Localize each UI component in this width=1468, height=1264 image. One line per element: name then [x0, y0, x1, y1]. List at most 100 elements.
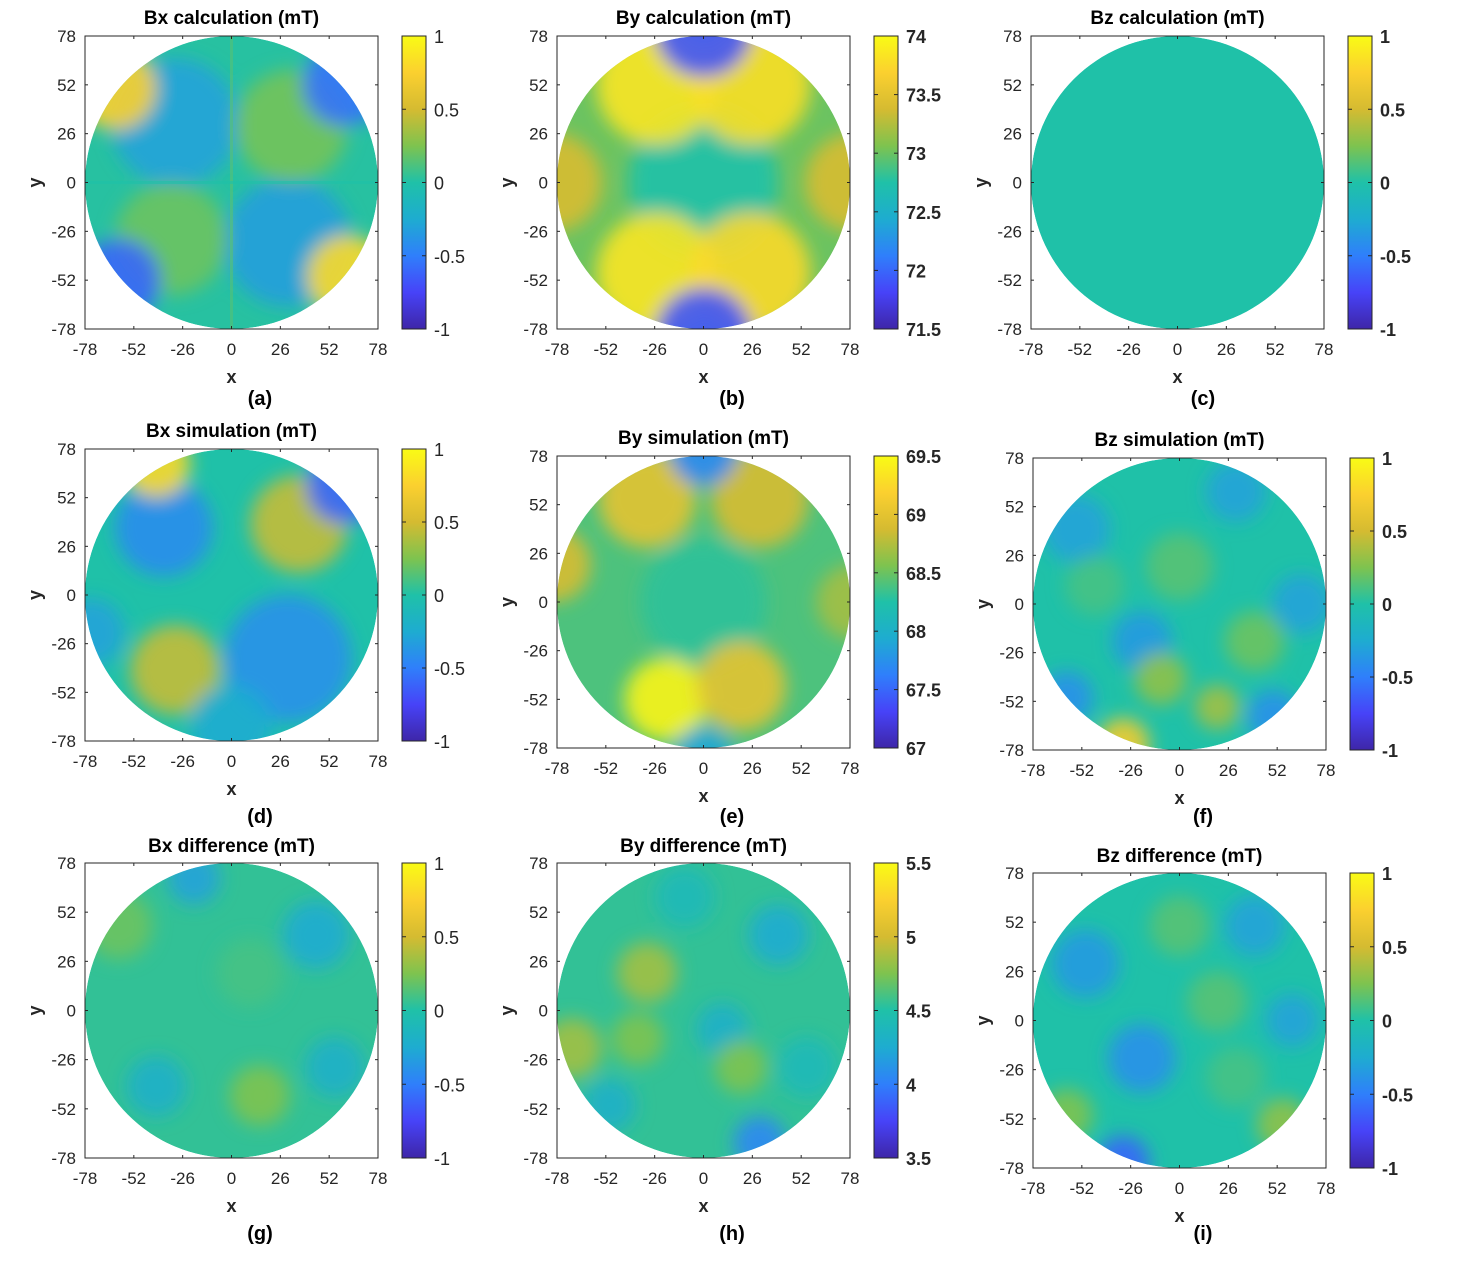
y-axis-label: y: [497, 177, 517, 187]
y-tick-label: 78: [529, 27, 548, 46]
x-tick-label: -52: [1068, 340, 1093, 359]
x-tick-label: -26: [1118, 1179, 1143, 1198]
heatmap-blobs-i: [1040, 895, 1319, 1168]
y-tick-label: 0: [67, 1002, 76, 1021]
y-tick-label: 52: [529, 496, 548, 515]
y-axis-label: y: [973, 599, 993, 609]
x-tick-label: 26: [1219, 761, 1238, 780]
panel-label: (i): [1194, 1223, 1213, 1245]
heatmap-blob: [115, 478, 213, 577]
y-tick-label: -26: [51, 1051, 76, 1070]
chart-title: By calculation (mT): [616, 8, 791, 29]
panel-f: -78 -52 -26 0 26 52 78 78 52 26 0 -26 -52 -78 x y Bz sim…: [973, 430, 1413, 828]
colorbar-e: 69.5 69 68.5 68 67.5 67: [873, 447, 941, 759]
chart-title: By simulation (mT): [618, 428, 789, 449]
heatmap-blob: [557, 1018, 603, 1079]
x-axis-label: x: [226, 779, 236, 799]
colorbar-tick-label: 0.5: [434, 928, 459, 948]
x-tick-label: 26: [743, 1169, 762, 1188]
y-tick-label: 52: [1005, 913, 1024, 932]
panel-g: -78 -52 -26 0 26 52 78 78 52 26 0 -26 -52 -78 x y Bx dif…: [25, 836, 465, 1245]
chart-title: Bx difference (mT): [148, 836, 315, 857]
heatmap-c: [1031, 36, 1324, 329]
colorbar-tick-label: -0.5: [1380, 247, 1411, 267]
y-tick-label: 52: [57, 76, 76, 95]
heatmap-blob: [1224, 611, 1285, 672]
y-axis-label: y: [25, 590, 45, 600]
panel-c: -78 -52 -26 0 26 52 78 78 52 26 0 -26 -52 -78 x y Bz cal…: [971, 8, 1411, 410]
x-axis-label: x: [698, 1196, 708, 1216]
x-tick-label: 0: [699, 1169, 708, 1188]
heatmap-blob: [611, 1012, 665, 1066]
colorbar-g: 1 0.5 0 -0.5 -1: [401, 854, 465, 1169]
x-tick-label: 78: [1317, 1179, 1336, 1198]
x-tick-label: 78: [841, 1169, 860, 1188]
heatmap-g: [85, 863, 378, 1158]
x-tick-label: -78: [545, 759, 570, 778]
y-axis-label: y: [973, 1015, 993, 1025]
x-tick-label: 0: [699, 759, 708, 778]
x-tick-label: 26: [743, 340, 762, 359]
colorbar-tick-label: 71.5: [906, 320, 941, 340]
colorbar-tick-label: 1: [1382, 864, 1392, 884]
colorbar-tick-label: 73: [906, 144, 926, 164]
heatmap-blob: [167, 863, 221, 905]
x-tick-label: -78: [545, 1169, 570, 1188]
y-tick-label: 78: [57, 27, 76, 46]
x-tick-label: 78: [841, 340, 860, 359]
heatmap-blob: [1064, 555, 1126, 616]
heatmap-blob: [223, 595, 352, 723]
heatmap-blob: [1145, 532, 1214, 601]
y-tick-label: -78: [523, 1149, 548, 1168]
x-tick-label: 26: [1217, 340, 1236, 359]
heatmap-blob: [1265, 994, 1319, 1047]
colorbar-tick-label: 1: [1380, 27, 1390, 47]
colorbar-tick-label: 67.5: [906, 681, 941, 701]
x-tick-label: -78: [73, 752, 98, 771]
colorbar-tick-label: 0.5: [1382, 522, 1407, 542]
y-tick-label: 0: [539, 174, 548, 193]
heatmap-blob: [1108, 1024, 1176, 1093]
panel-h: -78 -52 -26 0 26 52 78 78 52 26 0 -26 -52 -78 x y By dif…: [497, 836, 931, 1245]
x-tick-label: 52: [320, 340, 339, 359]
colorbar-tick-label: 1: [434, 440, 444, 460]
y-tick-label: -78: [51, 1149, 76, 1168]
y-tick-label: 52: [529, 903, 548, 922]
x-tick-label: 0: [1173, 340, 1182, 359]
x-tick-label: -52: [594, 1169, 619, 1188]
y-tick-label: 26: [57, 537, 76, 556]
heatmap-blob: [1149, 895, 1210, 957]
x-tick-label: 26: [743, 759, 762, 778]
panel-i: -78 -52 -26 0 26 52 78 78 52 26 0 -26 -52 -78 x y Bz dif…: [973, 846, 1413, 1245]
x-tick-label: 52: [792, 759, 811, 778]
heatmap-blob: [816, 564, 850, 640]
colorbar-b: 74 73.5 73 72.5 72 71.5: [873, 27, 941, 340]
heatmap-blob: [85, 598, 125, 667]
heatmap-base-c: [1031, 36, 1324, 329]
x-tick-label: -78: [73, 1169, 98, 1188]
y-tick-label: -52: [523, 1100, 548, 1119]
heatmap-blob: [654, 866, 715, 928]
y-tick-label: 78: [57, 854, 76, 873]
colorbar-tick-label: 5: [906, 928, 916, 948]
chart-title: Bz simulation (mT): [1095, 430, 1265, 451]
colorbar-c: 1 0.5 0 -0.5 -1: [1347, 27, 1411, 340]
y-tick-label: 26: [57, 125, 76, 144]
heatmap-blob: [748, 904, 809, 966]
x-tick-label: 0: [1175, 1179, 1184, 1198]
panel-label: (d): [247, 806, 273, 828]
panel-a: -78 -52 -26 0 26 52 78 78 52 26 0 -26 -52 -78 x y Bx cal…: [25, 8, 465, 410]
y-tick-label: 26: [1005, 962, 1024, 981]
x-axis-label: x: [1174, 1206, 1184, 1226]
colorbar-tick-label: 73.5: [906, 86, 941, 106]
y-tick-label: -52: [997, 271, 1022, 290]
x-tick-label: 78: [1317, 761, 1336, 780]
panel-label: (e): [720, 806, 744, 828]
colorbar-tick-label: -1: [1382, 1159, 1398, 1179]
x-tick-label: 0: [699, 340, 708, 359]
heatmap-blob: [190, 684, 273, 741]
heatmap-blob: [557, 133, 603, 232]
y-tick-label: 26: [1003, 125, 1022, 144]
y-tick-label: -78: [523, 320, 548, 339]
